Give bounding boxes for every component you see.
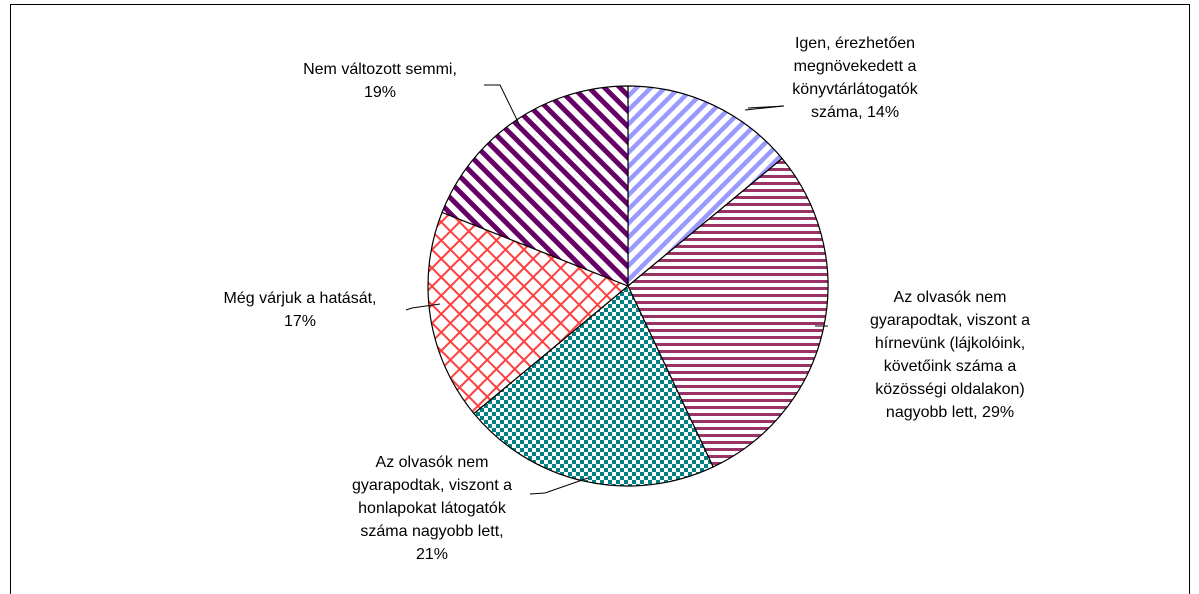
slice-label: Még várjuk a hatását, (224, 290, 377, 307)
slice-label: Az olvasók nem gyarapodtak, viszont a hírn… (870, 289, 1030, 421)
label-line: Az olvasók nem (376, 454, 489, 471)
pie-slice (441, 85, 629, 287)
value-label: 14% (867, 104, 899, 121)
label-line: száma nagyobb lett, (360, 523, 503, 540)
pie-slice (627, 85, 783, 288)
label-line: gyarapodtak, viszont a (352, 477, 512, 494)
value-label: 29% (982, 404, 1014, 421)
frame (10, 4, 1190, 594)
label-line: hírnevünk (lájkolóink, (875, 335, 1025, 352)
leader-line (744, 105, 785, 111)
label-line: honlapokat látogatók (358, 500, 507, 517)
label-line: Igen, érezhetően (795, 35, 915, 52)
label-line: Még várjuk a hatását, (224, 290, 377, 307)
pie-slice (627, 157, 829, 468)
pie-slice (473, 285, 714, 487)
label-line: Az olvasók nem (894, 289, 1007, 306)
value-label: 19% (364, 84, 396, 101)
label-line: megnövekedett a (794, 58, 917, 75)
value-label: 21% (416, 546, 448, 563)
leader-line (484, 84, 521, 127)
leader-line (529, 477, 589, 495)
pie-slice (427, 211, 630, 415)
slice-label: Igen, érezhetően megnövekedett a könyvtárl… (792, 35, 918, 121)
label-line: könyvtárlátogatók (792, 81, 918, 98)
label-line: követőink száma a (884, 358, 1017, 375)
label-line: közösségi oldalakon) (875, 381, 1024, 398)
label-line: gyarapodtak, viszont a (870, 312, 1030, 329)
value-label: 17% (284, 313, 316, 330)
slice-label: Nem változott semmi, (303, 61, 457, 78)
slice-label: Az olvasók nem gyarapodtak, viszont a honl… (352, 454, 512, 540)
label-line: Nem változott semmi, (303, 61, 457, 78)
label-line: száma, (811, 104, 863, 121)
leader-line (405, 303, 441, 311)
label-line: nagyobb lett, (886, 404, 978, 421)
